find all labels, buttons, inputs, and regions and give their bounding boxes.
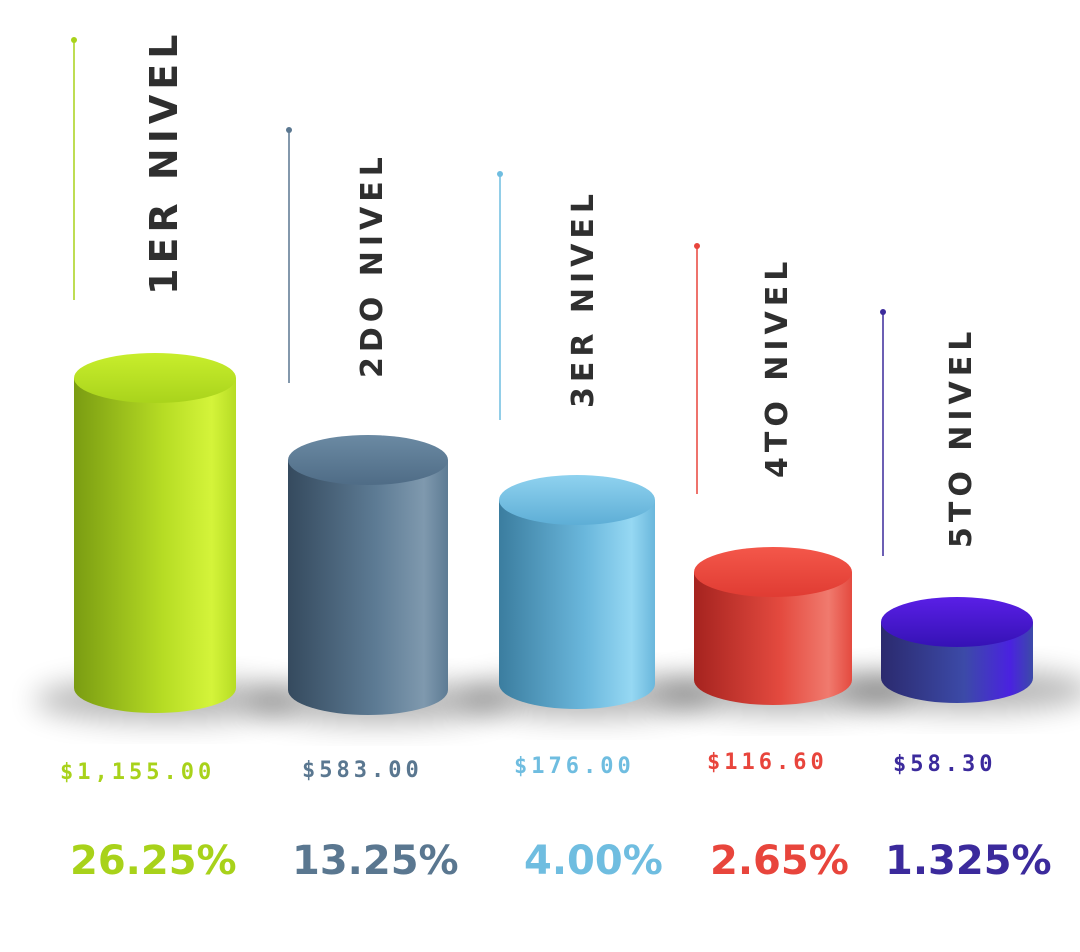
level-label: 3ER NIVEL	[566, 188, 601, 408]
bar-cylinder-body	[499, 500, 655, 709]
amount-label: $58.30	[893, 752, 997, 777]
level-label: 2DO NIVEL	[355, 152, 390, 378]
percentage-label: 2.65%	[710, 838, 849, 884]
bar-cylinder-top	[499, 475, 655, 525]
leader-dot	[71, 37, 77, 43]
bar-cylinder-top	[694, 547, 852, 597]
bar-cylinder-body	[74, 378, 236, 713]
amount-label: $176.00	[514, 754, 635, 779]
bar-cylinder-body	[288, 460, 448, 715]
level-label: 4TO NIVEL	[760, 256, 795, 478]
percentage-label: 4.00%	[524, 838, 663, 884]
leader-dot	[694, 243, 700, 249]
level-label: 5TO NIVEL	[944, 326, 979, 548]
amount-label: $583.00	[302, 758, 423, 783]
leader-dot	[286, 127, 292, 133]
bar-cylinder-body	[694, 572, 852, 705]
leader-dot	[880, 309, 886, 315]
percentage-label: 13.25%	[292, 838, 459, 884]
percentage-label: 1.325%	[885, 838, 1052, 884]
percentage-label: 26.25%	[70, 838, 237, 884]
amount-label: $116.60	[707, 750, 828, 775]
bar-cylinder-top	[288, 435, 448, 485]
bar-cylinder-top	[881, 597, 1033, 647]
bar-cylinder-top	[74, 353, 236, 403]
level-label: 1ER NIVEL	[142, 29, 186, 295]
amount-label: $1,155.00	[60, 760, 216, 785]
leader-dot	[497, 171, 503, 177]
